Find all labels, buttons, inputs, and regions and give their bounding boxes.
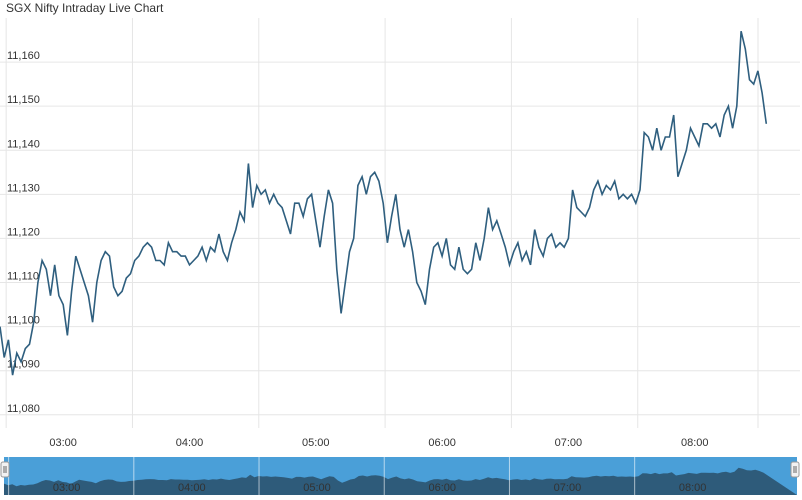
x-tick-label: 06:00	[428, 437, 456, 449]
horizontal-gridlines	[0, 61, 800, 416]
vertical-gridlines	[5, 18, 759, 428]
y-tick-label: 11,080	[7, 403, 40, 415]
y-axis-ticks: 11,08011,09011,10011,11011,12011,13011,1…	[7, 50, 40, 415]
navigator-left-handle[interactable]	[0, 461, 10, 478]
chart-title: SGX Nifty Intraday Live Chart	[6, 1, 164, 15]
x-axis-ticks: 03:00 04:00 05:00 06:00 07:00 08:00	[49, 437, 708, 449]
series-line	[0, 31, 768, 376]
navigator-tick-label: 03:00	[53, 482, 81, 494]
navigator-tick-label: 07:00	[554, 482, 582, 494]
y-tick-label: 11,130	[7, 182, 40, 194]
x-tick-label: 03:00	[49, 437, 77, 449]
navigator-tick-label: 08:00	[679, 482, 707, 494]
handle-grip	[0, 461, 10, 478]
navigator-tick-label: 04:00	[178, 482, 206, 494]
navigator-right-handle[interactable]	[790, 461, 800, 478]
navigator-area	[4, 467, 797, 495]
navigator-ticks: 03:00 04:00 05:00 06:00 07:00 08:00	[53, 482, 707, 494]
y-tick-label: 11,120	[7, 226, 40, 238]
navigator-tick-label: 05:00	[303, 482, 331, 494]
x-tick-label: 07:00	[555, 437, 583, 449]
y-tick-label: 11,110	[7, 271, 39, 283]
x-tick-label: 08:00	[681, 437, 709, 449]
x-tick-label: 04:00	[176, 437, 204, 449]
navigator-tick-label: 06:00	[428, 482, 456, 494]
y-tick-label: 11,160	[7, 50, 40, 62]
y-tick-label: 11,100	[7, 315, 40, 327]
x-tick-label: 05:00	[302, 437, 330, 449]
y-tick-label: 11,150	[7, 94, 40, 106]
y-tick-label: 11,140	[7, 138, 40, 150]
navigator[interactable]: 03:00 04:00 05:00 06:00 07:00 08:00	[0, 457, 800, 495]
navigator-gridlines	[8, 457, 636, 495]
handle-grip	[790, 461, 800, 478]
